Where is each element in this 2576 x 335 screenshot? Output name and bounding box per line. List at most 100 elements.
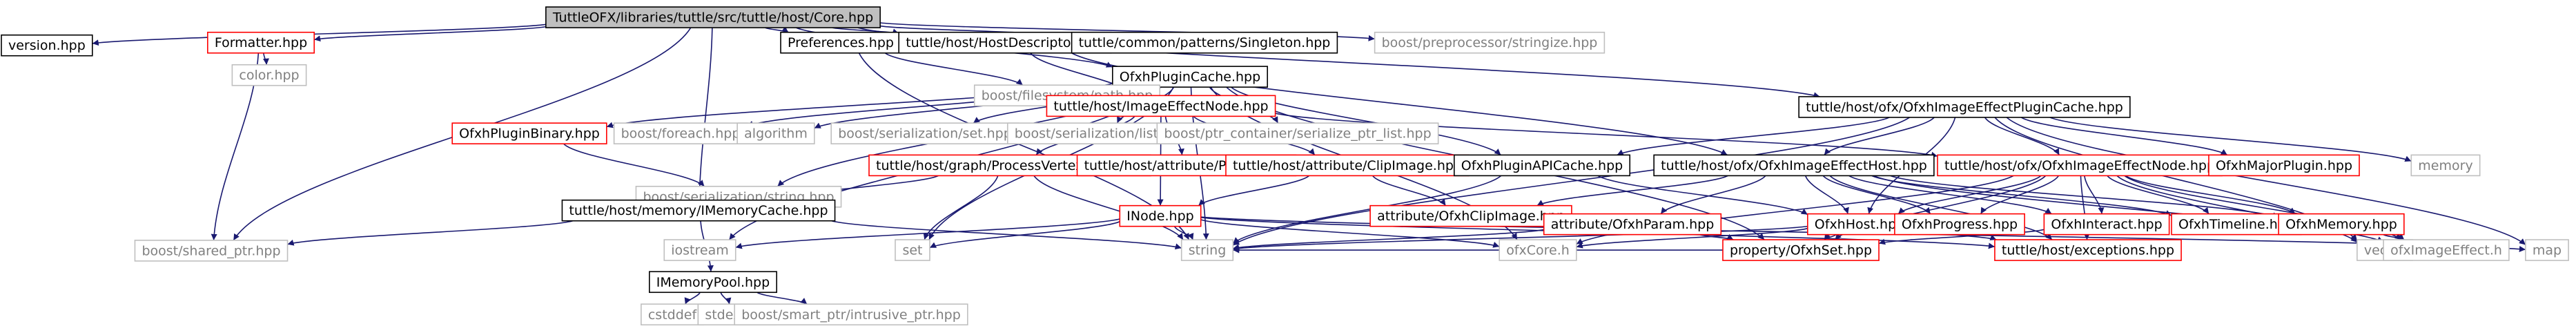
edge-inode-to-ofxcore [1200, 219, 1500, 248]
node-ofxhInteract[interactable]: OfxhInteract.hpp [2043, 213, 2170, 236]
node-ofxhMemory[interactable]: OfxhMemory.hpp [2278, 213, 2405, 236]
node-memory: memory [2410, 154, 2481, 177]
edge-ieCache-to-memory [2049, 117, 2412, 162]
node-label: boost/preprocessor/stringize.hpp [1382, 35, 1598, 50]
edge-imemcache-to-sharedptr [287, 220, 574, 246]
edge-pvd-to-set [923, 175, 999, 240]
node-label: iostream [671, 243, 729, 258]
node-box [1543, 213, 1722, 236]
node-pluginCache[interactable]: OfxhPluginCache.hpp [1112, 66, 1268, 88]
edge-ieHost-to-ofxhHost [1804, 175, 1849, 214]
node-label: boost/serialization/set.hpp [838, 126, 1012, 142]
node-label: TuttleOFX/libraries/tuttle/src/tuttle/ho… [552, 10, 873, 26]
node-ofxcore: ofxCore.h [1499, 239, 1577, 261]
node-label: tuttle/host/exceptions.hpp [2002, 243, 2174, 258]
node-label: IMemoryPool.hpp [656, 275, 770, 290]
node-label: ofxCore.h [1506, 243, 1570, 258]
node-label: tuttle/host/HostDescriptor.hpp [906, 35, 1104, 50]
node-label: algorithm [744, 126, 808, 142]
node-imempool[interactable]: IMemoryPool.hpp [649, 271, 777, 294]
node-inode[interactable]: INode.hpp [1119, 204, 1202, 227]
node-box [2043, 213, 2170, 236]
node-label: OfxhPluginCache.hpp [1120, 70, 1260, 85]
node-formatter[interactable]: Formatter.hpp [207, 31, 315, 54]
node-box [1653, 154, 1935, 177]
node-box [1046, 95, 1276, 117]
node-label: OfxhProgress.hpp [1902, 217, 2018, 232]
edge-ieNode-to-ofxhMemory [2125, 175, 2296, 215]
node-attrClip[interactable]: tuttle/host/attribute/ClipImage.hpp [1225, 154, 1470, 177]
node-imgEffectNodeTop[interactable]: tuttle/host/ImageEffectNode.hpp [1046, 95, 1276, 117]
node-ofxClipImage[interactable]: attribute/OfxhClipImage.hpp [1369, 204, 1572, 227]
edge-ieCache-to-ieHost [1824, 117, 1935, 155]
node-apiCache[interactable]: OfxhPluginAPICache.hpp [1453, 154, 1631, 177]
node-box [780, 31, 901, 54]
node-box [613, 122, 748, 144]
node-core[interactable]: TuttleOFX/libraries/tuttle/src/tuttle/ho… [545, 6, 881, 28]
node-label: map [2533, 243, 2562, 258]
node-label: tuttle/common/patterns/Singleton.hpp [1079, 35, 1331, 50]
node-ieCache[interactable]: tuttle/host/ofx/OfxhImageEffectPluginCac… [1798, 96, 2131, 118]
node-label: tuttle/host/memory/IMemoryCache.hpp [569, 203, 828, 218]
node-ofxhProgress[interactable]: OfxhProgress.hpp [1894, 213, 2025, 236]
node-box [1374, 31, 1606, 54]
edge-imgEffectNodeTop-to-ieNode [1275, 113, 1938, 158]
node-box [1225, 154, 1470, 177]
edge-attrClip-to-inode [1198, 175, 1310, 207]
node-box [1, 34, 93, 57]
edge-ieNode-to-ofxhProgress [1980, 175, 2060, 215]
node-label: boost/shared_ptr.hpp [142, 243, 280, 258]
node-prefs[interactable]: Preferences.hpp [780, 31, 901, 54]
nodes-layer: TuttleOFX/libraries/tuttle/src/tuttle/ho… [1, 6, 2569, 326]
node-label: boost/foreach.hpp [621, 126, 741, 142]
node-set: set [895, 239, 930, 261]
node-pluginBinary[interactable]: OfxhPluginBinary.hpp [451, 122, 607, 144]
node-exceptions[interactable]: tuttle/host/exceptions.hpp [1994, 239, 2182, 261]
node-box [1156, 122, 1439, 144]
node-box [2278, 213, 2405, 236]
node-box [2208, 154, 2360, 177]
edge-ofxParam-to-string [1233, 229, 1544, 251]
node-label: OfxhTimeline.hpp [2178, 217, 2294, 232]
node-label: INode.hpp [1126, 209, 1193, 224]
node-ieNode[interactable]: tuttle/host/ofx/OfxhImageEffectNode.hpp [1937, 154, 2223, 177]
edge-ofxhInteract-to-ofxhset [1878, 229, 2045, 245]
node-map: map [2525, 239, 2569, 261]
node-ofxParam[interactable]: attribute/OfxhParam.hpp [1543, 213, 1722, 236]
node-box [231, 64, 307, 86]
edge-ieHost-to-ofxClipImage [1536, 175, 1728, 207]
edge-imempool-to-cstddef [684, 291, 701, 305]
node-ptrlist: boost/ptr_container/serialize_ptr_list.h… [1156, 122, 1439, 144]
node-majorPlugin[interactable]: OfxhMajorPlugin.hpp [2208, 154, 2360, 177]
node-label: OfxhMajorPlugin.hpp [2216, 158, 2352, 173]
edge-ieCache-to-ieNode [1984, 117, 2060, 155]
node-label: attribute/OfxhParam.hpp [1551, 217, 1715, 232]
node-box [1798, 96, 2131, 118]
edge-apiCache-to-string [1232, 175, 1502, 245]
edge-imempool-to-intrusive [757, 291, 808, 305]
edge-ieHost-to-ofxhInteract [1848, 175, 2052, 215]
edge-ieHost-to-ofxParam [1660, 175, 1766, 215]
node-ieHost[interactable]: tuttle/host/ofx/OfxhImageEffectHost.hpp [1653, 154, 1935, 177]
node-version[interactable]: version.hpp [1, 34, 93, 57]
node-box [736, 122, 815, 144]
node-box [1369, 204, 1572, 227]
node-box [207, 31, 315, 54]
node-imemcache[interactable]: tuttle/host/memory/IMemoryCache.hpp [561, 199, 836, 222]
node-box [1722, 239, 1880, 261]
node-box [2410, 154, 2481, 177]
edge-ieNode-to-ofxhHost [1897, 175, 2042, 215]
node-stringize: boost/preprocessor/stringize.hpp [1374, 31, 1606, 54]
node-box [1994, 239, 2182, 261]
node-intrusive: boost/smart_ptr/intrusive_ptr.hpp [734, 303, 968, 326]
node-label: tuttle/host/ofx/OfxhImageEffectHost.hpp [1661, 158, 1927, 173]
node-box [1453, 154, 1631, 177]
node-box [1071, 31, 1338, 54]
node-label: color.hpp [239, 68, 299, 83]
node-singleton[interactable]: tuttle/common/patterns/Singleton.hpp [1071, 31, 1338, 54]
edge-core-to-imemcache [696, 28, 713, 200]
node-label: tuttle/host/ImageEffectNode.hpp [1053, 99, 1268, 114]
node-ofxhset[interactable]: property/OfxhSet.hpp [1722, 239, 1880, 261]
node-box [734, 303, 968, 326]
